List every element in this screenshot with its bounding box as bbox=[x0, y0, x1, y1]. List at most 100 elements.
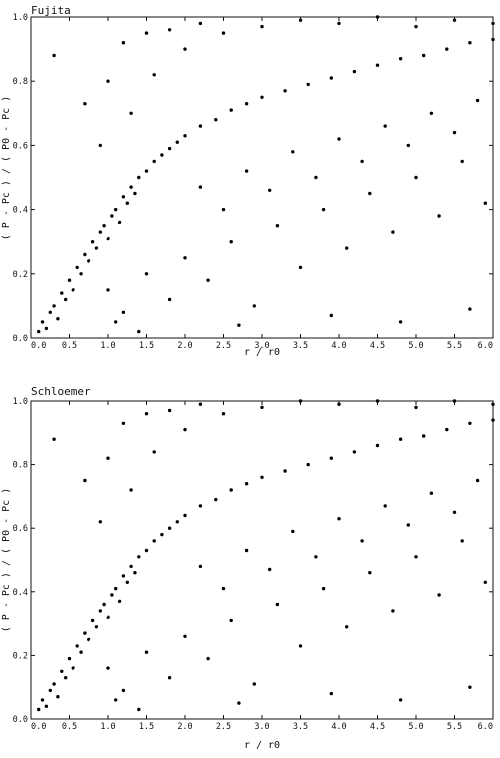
scatter-point bbox=[206, 656, 210, 661]
x-tick-label: 1.0 bbox=[100, 722, 115, 732]
scatter-point bbox=[368, 191, 372, 196]
scatter-point bbox=[48, 310, 52, 314]
scatter-point bbox=[98, 143, 103, 148]
scatter-point bbox=[106, 456, 110, 460]
x-tick-label: 4.0 bbox=[331, 341, 346, 351]
scatter-point bbox=[260, 24, 264, 29]
fit-curve bbox=[61, 449, 494, 694]
x-tick-label: 1.5 bbox=[139, 722, 154, 732]
y-tick-label: 0.0 bbox=[13, 334, 28, 344]
axis-ticks: 0.0 0.5 1.0 1.5 2.0 2.5 3.0 3.5 4.0 4.5 5.0 5.5 6.0 0… bbox=[13, 397, 494, 732]
scatter-point bbox=[398, 320, 403, 324]
scatter-point bbox=[198, 21, 203, 26]
scatter-point bbox=[83, 478, 87, 483]
scatter-point bbox=[198, 402, 203, 406]
scatter-point bbox=[321, 207, 326, 212]
scatter-point bbox=[314, 555, 318, 559]
scatter-point bbox=[437, 593, 441, 597]
scatter-point bbox=[121, 310, 126, 314]
scatter-point bbox=[121, 195, 126, 199]
scatter-point bbox=[229, 240, 233, 244]
x-tick-label: 0.5 bbox=[62, 341, 77, 351]
scatter-point bbox=[83, 631, 87, 635]
scatter-point bbox=[129, 111, 133, 116]
scatter-point bbox=[94, 625, 99, 629]
scatter-points bbox=[37, 399, 495, 712]
scatter-point bbox=[152, 539, 156, 543]
scatter-point bbox=[260, 95, 264, 100]
panel-fujita: Fujita 0.0 0.5 1.0 1.5 2.0 2.5 3.0 3.5 4.0 4.5 5.0… bbox=[1, 4, 495, 358]
scatter-point bbox=[56, 317, 60, 321]
x-tick-label: 5.0 bbox=[408, 341, 423, 351]
scatter-point bbox=[306, 82, 310, 87]
scatter-point bbox=[110, 214, 114, 218]
scatter-point bbox=[468, 685, 472, 689]
scatter-point bbox=[406, 523, 410, 527]
scatter-point bbox=[167, 526, 172, 530]
x-tick-label: 3.0 bbox=[254, 722, 269, 732]
scatter-point bbox=[244, 548, 249, 553]
y-tick-label: 0.6 bbox=[13, 141, 28, 151]
scatter-point bbox=[167, 28, 172, 32]
y-tick-label: 0.2 bbox=[13, 651, 28, 661]
scatter-point bbox=[398, 57, 403, 61]
scatter-point bbox=[306, 462, 310, 467]
scatter-point bbox=[198, 504, 203, 508]
x-tick-label: 6.0 bbox=[478, 722, 493, 732]
scatter-point bbox=[429, 491, 434, 495]
scatter-point bbox=[144, 548, 149, 553]
scatter-point bbox=[110, 593, 114, 597]
scatter-point bbox=[75, 265, 79, 270]
scatter-point bbox=[345, 246, 349, 250]
scatter-point bbox=[221, 412, 226, 416]
scatter-point bbox=[214, 118, 218, 122]
scatter-point bbox=[221, 207, 226, 212]
scatter-point bbox=[137, 555, 141, 559]
scatter-point bbox=[360, 539, 364, 543]
scatter-point bbox=[360, 159, 364, 164]
x-tick-label: 2.5 bbox=[216, 722, 231, 732]
scatter-point bbox=[121, 688, 126, 693]
scatter-point bbox=[183, 134, 187, 138]
scatter-point bbox=[52, 304, 56, 308]
scatter-point bbox=[229, 488, 233, 492]
x-axis-label: r / r0 bbox=[244, 740, 280, 751]
scatter-point bbox=[175, 140, 179, 144]
scatter-point bbox=[352, 69, 357, 74]
fit-curve-line bbox=[61, 67, 494, 316]
x-tick-label: 5.0 bbox=[408, 722, 423, 732]
scatter-point bbox=[383, 124, 387, 128]
scatter-point bbox=[375, 63, 380, 67]
y-tick-label: 0.4 bbox=[13, 206, 28, 216]
scatter-point bbox=[133, 571, 137, 575]
scatter-point bbox=[283, 89, 287, 93]
scatter-point bbox=[252, 682, 256, 686]
scatter-point bbox=[391, 609, 395, 613]
scatter-point bbox=[183, 634, 187, 638]
x-tick-label: 3.5 bbox=[293, 341, 308, 351]
scatter-point bbox=[167, 297, 172, 302]
scatter-point bbox=[144, 272, 149, 276]
scatter-point bbox=[283, 469, 287, 473]
scatter-point bbox=[445, 427, 449, 432]
scatter-point bbox=[337, 21, 341, 26]
scatter-point bbox=[56, 695, 60, 699]
x-tick-label: 4.5 bbox=[370, 722, 385, 732]
x-tick-label: 4.0 bbox=[331, 722, 346, 732]
scatter-point bbox=[167, 146, 172, 151]
scatter-point bbox=[79, 272, 83, 276]
scatter-point bbox=[37, 329, 41, 334]
scatter-point bbox=[475, 478, 480, 483]
y-tick-label: 0.2 bbox=[13, 270, 28, 280]
x-tick-label: 4.5 bbox=[370, 341, 385, 351]
scatter-point bbox=[144, 412, 149, 416]
x-tick-label: 5.5 bbox=[447, 722, 462, 732]
scatter-point bbox=[98, 230, 103, 234]
scatter-point bbox=[452, 130, 457, 135]
x-tick-label: 2.0 bbox=[177, 341, 192, 351]
y-tick-label: 0.0 bbox=[13, 715, 28, 725]
scatter-point bbox=[183, 427, 187, 432]
scatter-point bbox=[98, 609, 103, 613]
scatter-point bbox=[106, 666, 110, 670]
